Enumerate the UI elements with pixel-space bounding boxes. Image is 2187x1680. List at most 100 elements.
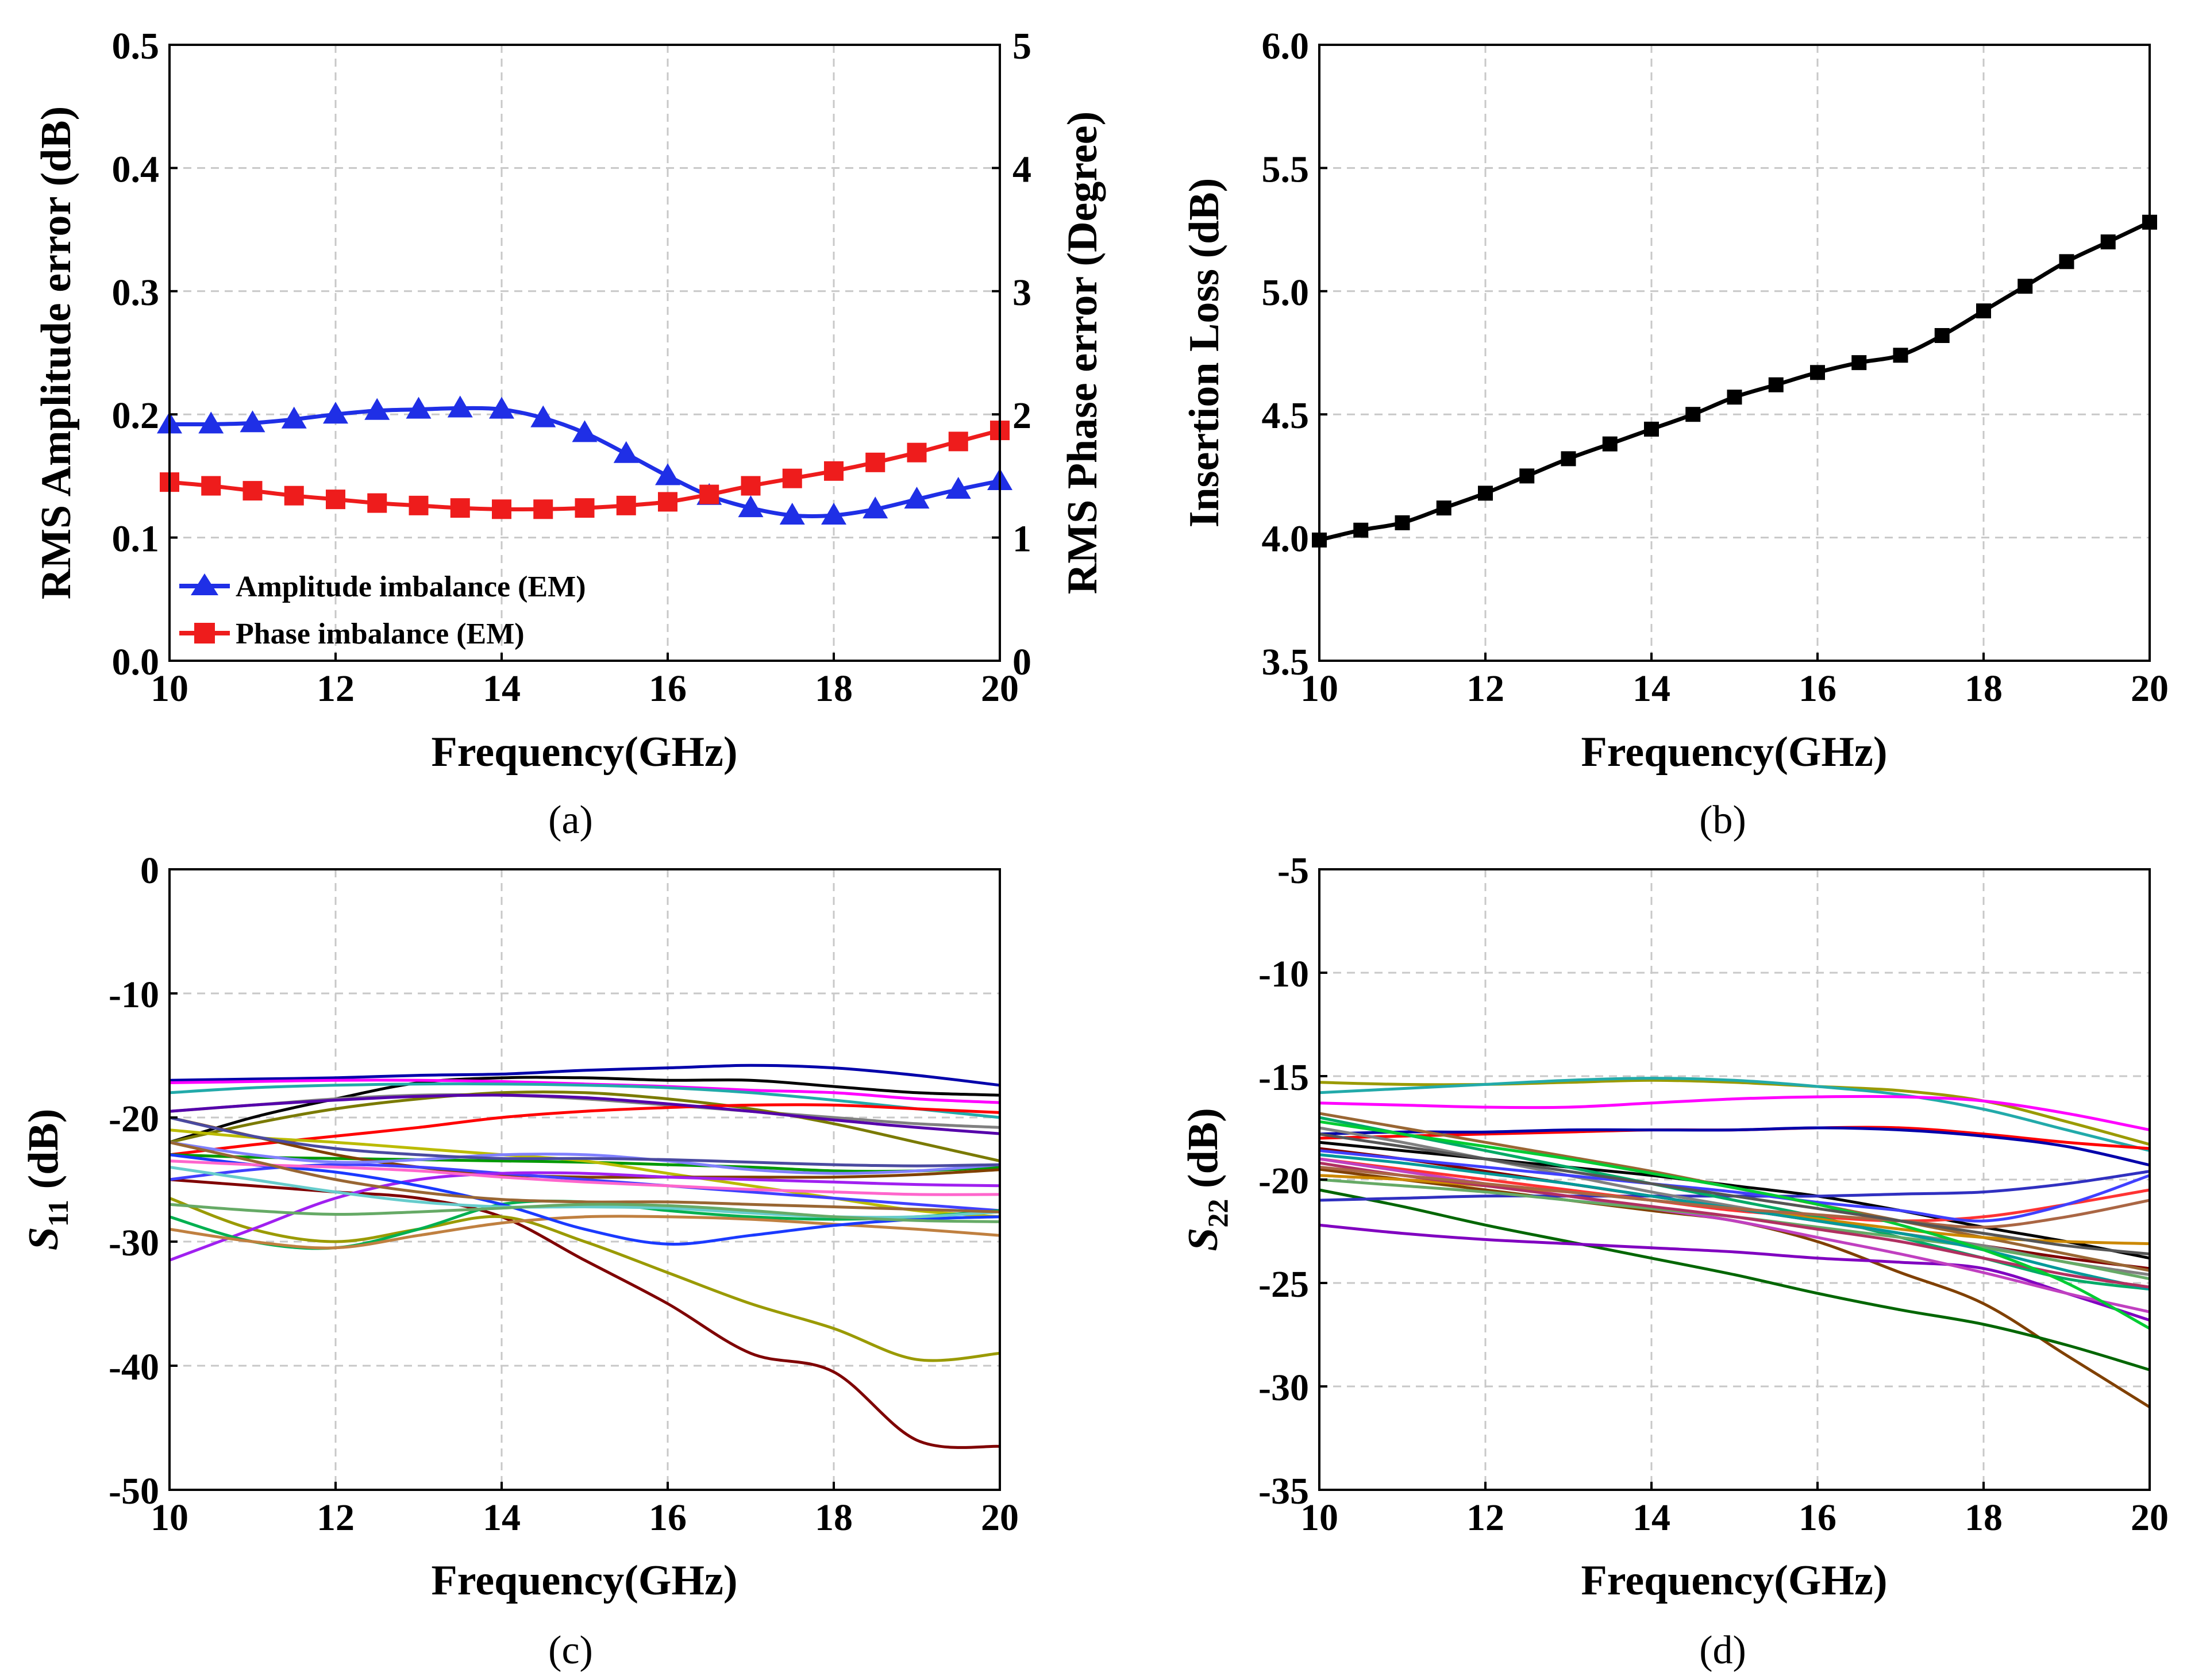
data-point-triangle [447, 395, 473, 418]
series-line-c-17 [169, 1215, 1000, 1250]
data-point-square [201, 476, 221, 496]
panel-a-series [157, 395, 1012, 525]
x-tick-label: 12 [1466, 668, 1504, 710]
series-line-d-6 [1319, 1126, 2150, 1167]
data-point-triangle [863, 496, 888, 519]
panel-d-xlabel: Frequency(GHz) [1581, 1557, 1888, 1604]
series-line-b-0 [1319, 220, 2151, 542]
series-line-d-23 [1319, 1132, 2150, 1256]
x-tick-label: 20 [2131, 668, 2169, 710]
panel-b-ticks: 10 12 14 16 18 20 3.5 4.0 4.5 5.0 5.5 6.0 [1262, 25, 2169, 710]
panel-b-caption: (b) [1699, 798, 1746, 842]
series-line-d-20 [1319, 1161, 2150, 1289]
data-point-square [2017, 279, 2033, 294]
data-point-triangle [281, 406, 307, 429]
legend-amplitude-label: Amplitude imbalance (EM) [236, 571, 586, 603]
data-point-square [1436, 500, 1451, 516]
data-point-triangle [530, 405, 556, 427]
series-line-d-4 [1319, 1095, 2150, 1132]
x-tick-label: 10 [151, 1497, 188, 1539]
y2-tick-label: 4 [1012, 148, 1031, 190]
y-tick-label: -35 [1258, 1470, 1309, 1512]
panel-d-ylabel-unit: (dB) [1180, 1108, 1227, 1199]
data-point-triangle [198, 411, 224, 434]
data-point-square [741, 476, 761, 496]
y-tick-label: -10 [109, 974, 159, 1016]
data-point-square [242, 481, 263, 501]
y-tick-label: 0.5 [112, 25, 160, 67]
panel-c-series [169, 1064, 1000, 1449]
x-tick-label: 18 [815, 668, 853, 710]
y-tick-label: -30 [1258, 1367, 1309, 1409]
data-point-triangle [821, 503, 846, 525]
x-tick-label: 12 [1466, 1497, 1504, 1539]
y-tick-label: -15 [1258, 1057, 1309, 1099]
series-line-d-12 [1319, 1116, 2150, 1291]
panel-a-y2label: RMS Phase error (Degree) [1059, 111, 1106, 594]
panel-a-legend: Amplitude imbalance (EM) Phase imbalance… [179, 571, 586, 650]
data-point-square [1395, 515, 1410, 530]
data-point-triangle [738, 495, 764, 518]
series-line-d-1 [1319, 1188, 2150, 1371]
panel-c-ylabel: S11 (dB) [20, 1109, 74, 1251]
panel-a-caption: (a) [548, 798, 593, 842]
legend-phase-marker [194, 623, 215, 644]
y2-tick-label: 5 [1012, 25, 1031, 67]
data-point-triangle [240, 410, 265, 433]
data-point-triangle [323, 402, 348, 424]
series-line-c-15 [169, 1171, 1000, 1262]
x-tick-label: 12 [317, 1497, 355, 1539]
data-point-square [1353, 522, 1369, 538]
data-point-triangle [779, 503, 805, 525]
series-line-c-18 [169, 1153, 1000, 1246]
y-tick-label: -20 [1258, 1160, 1309, 1202]
data-point-triangle [945, 476, 971, 499]
series-line-c-12 [169, 1116, 1000, 1179]
series-line-c-3 [169, 1076, 1000, 1144]
data-point-square [1893, 348, 1908, 363]
data-point-triangle [572, 420, 598, 442]
series-line-c-1 [169, 1197, 1000, 1362]
panel-a-grid [170, 45, 1000, 661]
y2-tick-label: 2 [1012, 395, 1031, 437]
y-tick-label: 0.0 [112, 641, 160, 683]
x-tick-label: 14 [483, 668, 521, 710]
data-point-triangle [489, 396, 514, 419]
y-tick-label: 6.0 [1262, 25, 1310, 67]
series-line-d-11 [1319, 1223, 2150, 1322]
data-point-square [2100, 234, 2116, 250]
x-tick-label: 12 [317, 668, 355, 710]
data-point-square [1976, 303, 1991, 319]
panel-c-caption: (c) [548, 1628, 593, 1673]
panel-c-ylabel-unit: (dB) [20, 1109, 67, 1200]
data-point-square [1934, 327, 1950, 343]
x-tick-label: 16 [649, 668, 687, 710]
y-tick-label: 0 [140, 850, 159, 892]
series-line-c-7 [169, 1090, 1000, 1163]
y-tick-label: 0.2 [112, 395, 160, 437]
data-point-square [865, 452, 885, 472]
y-tick-label: -25 [1258, 1263, 1309, 1305]
series-line-c-23 [169, 1203, 1000, 1223]
panel-c-frame [168, 868, 1001, 1491]
panel-c-xlabel: Frequency(GHz) [432, 1557, 738, 1604]
panel-d: 10 12 14 16 18 20 -35 -30 -25 -20 -15 -10 -5 Frequen… [1180, 850, 2169, 1673]
x-tick-label: 20 [2131, 1497, 2169, 1539]
panel-b-xlabel: Frequency(GHz) [1581, 729, 1888, 776]
panel-d-grid [1319, 869, 2150, 1490]
series-line-c-14 [169, 1140, 1000, 1175]
x-tick-label: 14 [483, 1497, 521, 1539]
data-point-square [1478, 485, 1493, 501]
x-tick-label: 18 [1965, 668, 2003, 710]
data-point-square [699, 484, 719, 504]
data-point-square [2059, 254, 2074, 269]
panel-a-xlabel: Frequency(GHz) [432, 729, 738, 776]
y-tick-label: -20 [109, 1098, 159, 1140]
panel-c-ylabel-s: S [20, 1227, 67, 1250]
panel-c-grid [170, 869, 1000, 1490]
data-point-square [824, 461, 844, 481]
panel-b: 10 12 14 16 18 20 3.5 4.0 4.5 5.0 5.5 6.0 Frequency… [1181, 25, 2169, 842]
data-point-square [450, 498, 470, 518]
y-tick-label: 3.5 [1262, 641, 1310, 683]
legend-amplitude-marker [191, 573, 218, 595]
